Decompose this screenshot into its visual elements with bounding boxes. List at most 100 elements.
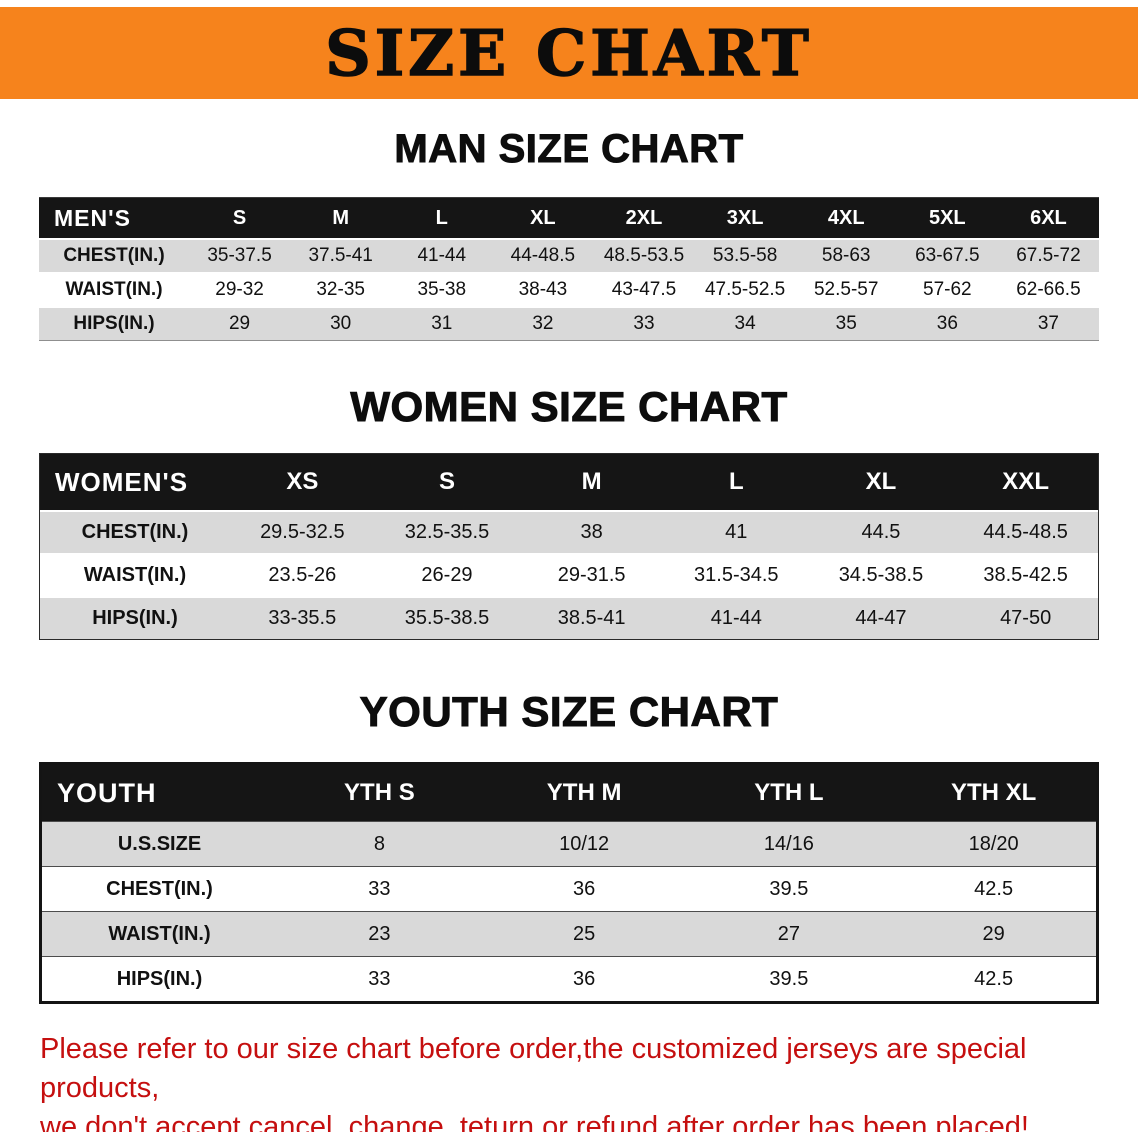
- size-value-cell: 18/20: [891, 821, 1096, 866]
- size-column-header: L: [391, 198, 493, 238]
- row-label-cell: WAIST(IN.): [42, 911, 277, 956]
- women-hips-row: HIPS(IN.) 33-35.5 35.5-38.5 38.5-41 41-4…: [40, 596, 1098, 639]
- youth-size-table: YOUTH YTH S YTH M YTH L YTH XL U.S.SIZE …: [39, 762, 1099, 1004]
- women-corner-label: WOMEN'S: [40, 454, 230, 510]
- size-value-cell: 29: [891, 911, 1096, 956]
- row-label-cell: WAIST(IN.): [39, 272, 189, 306]
- size-value-cell: 27: [686, 911, 892, 956]
- men-header-row: MEN'S S M L XL 2XL 3XL 4XL 5XL 6XL: [39, 198, 1099, 238]
- youth-corner-label: YOUTH: [42, 765, 277, 821]
- size-value-cell: 38.5-41: [519, 596, 664, 639]
- size-column-header: 4XL: [795, 198, 897, 238]
- row-label-cell: CHEST(IN.): [40, 510, 230, 553]
- youth-header-row: YOUTH YTH S YTH M YTH L YTH XL: [42, 765, 1096, 821]
- size-value-cell: 31.5-34.5: [663, 553, 809, 596]
- size-column-header: XL: [808, 454, 954, 510]
- size-column-header: YTH XL: [891, 765, 1096, 821]
- size-value-cell: 47-50: [953, 596, 1098, 639]
- size-value-cell: 38.5-42.5: [953, 553, 1098, 596]
- size-value-cell: 32: [492, 306, 594, 340]
- men-hips-row: HIPS(IN.) 29 30 31 32 33 34 35 36 37: [39, 306, 1099, 340]
- men-waist-row: WAIST(IN.) 29-32 32-35 35-38 38-43 43-47…: [39, 272, 1099, 306]
- youth-waist-row: WAIST(IN.) 23 25 27 29: [42, 911, 1096, 956]
- size-value-cell: 43-47.5: [593, 272, 695, 306]
- size-value-cell: 37.5-41: [290, 238, 392, 272]
- size-value-cell: 14/16: [686, 821, 892, 866]
- row-label-cell: HIPS(IN.): [39, 306, 189, 340]
- size-column-header: 5XL: [896, 198, 998, 238]
- youth-ussize-row: U.S.SIZE 8 10/12 14/16 18/20: [42, 821, 1096, 866]
- size-value-cell: 41-44: [391, 238, 493, 272]
- size-value-cell: 31: [391, 306, 493, 340]
- size-value-cell: 41-44: [663, 596, 809, 639]
- size-value-cell: 26-29: [374, 553, 520, 596]
- row-label-cell: HIPS(IN.): [40, 596, 230, 639]
- size-value-cell: 8: [277, 821, 482, 866]
- women-waist-row: WAIST(IN.) 23.5-26 26-29 29-31.5 31.5-34…: [40, 553, 1098, 596]
- size-value-cell: 33: [593, 306, 695, 340]
- size-column-header: 3XL: [694, 198, 796, 238]
- size-value-cell: 48.5-53.5: [593, 238, 695, 272]
- women-header-row: WOMEN'S XS S M L XL XXL: [40, 454, 1098, 510]
- size-value-cell: 23.5-26: [230, 553, 375, 596]
- size-value-cell: 34.5-38.5: [808, 553, 954, 596]
- size-column-header: XS: [230, 454, 375, 510]
- size-value-cell: 29-31.5: [519, 553, 664, 596]
- size-value-cell: 35-38: [391, 272, 493, 306]
- women-size-table: WOMEN'S XS S M L XL XXL CHEST(IN.) 29.5-…: [39, 453, 1099, 640]
- size-value-cell: 62-66.5: [997, 272, 1099, 306]
- disclaimer-line-2: we don't accept cancel, change, teturn o…: [40, 1111, 1029, 1132]
- size-value-cell: 44.5-48.5: [953, 510, 1098, 553]
- size-value-cell: 57-62: [896, 272, 998, 306]
- youth-hips-row: HIPS(IN.) 33 36 39.5 42.5: [42, 956, 1096, 1001]
- size-value-cell: 29-32: [189, 272, 291, 306]
- row-label-cell: U.S.SIZE: [42, 821, 277, 866]
- size-value-cell: 32.5-35.5: [374, 510, 520, 553]
- size-value-cell: 67.5-72: [997, 238, 1099, 272]
- size-value-cell: 32-35: [290, 272, 392, 306]
- youth-section-heading: YOUTH SIZE CHART: [359, 688, 779, 736]
- size-value-cell: 37: [997, 306, 1099, 340]
- men-corner-label: MEN'S: [39, 198, 189, 238]
- size-value-cell: 38: [519, 510, 664, 553]
- disclaimer-line-1: Please refer to our size chart before or…: [40, 1033, 1027, 1104]
- size-column-header: YTH M: [481, 765, 687, 821]
- women-section-heading: WOMEN SIZE CHART: [350, 383, 788, 431]
- size-value-cell: 29: [189, 306, 291, 340]
- size-value-cell: 53.5-58: [694, 238, 796, 272]
- size-value-cell: 42.5: [891, 866, 1096, 911]
- men-size-table: MEN'S S M L XL 2XL 3XL 4XL 5XL 6XL CHEST…: [39, 197, 1099, 341]
- size-value-cell: 58-63: [795, 238, 897, 272]
- size-value-cell: 36: [896, 306, 998, 340]
- size-value-cell: 39.5: [686, 956, 892, 1001]
- size-value-cell: 35-37.5: [189, 238, 291, 272]
- size-column-header: XL: [492, 198, 594, 238]
- size-value-cell: 38-43: [492, 272, 594, 306]
- size-value-cell: 34: [694, 306, 796, 340]
- size-value-cell: 41: [663, 510, 809, 553]
- youth-chest-row: CHEST(IN.) 33 36 39.5 42.5: [42, 866, 1096, 911]
- row-label-cell: WAIST(IN.): [40, 553, 230, 596]
- size-column-header: S: [374, 454, 520, 510]
- size-value-cell: 36: [481, 866, 687, 911]
- size-value-cell: 63-67.5: [896, 238, 998, 272]
- size-value-cell: 30: [290, 306, 392, 340]
- size-value-cell: 29.5-32.5: [230, 510, 375, 553]
- man-section-heading: MAN SIZE CHART: [394, 127, 744, 172]
- men-chest-row: CHEST(IN.) 35-37.5 37.5-41 41-44 44-48.5…: [39, 238, 1099, 272]
- row-label-cell: HIPS(IN.): [42, 956, 277, 1001]
- size-value-cell: 44-47: [808, 596, 954, 639]
- size-value-cell: 35: [795, 306, 897, 340]
- size-value-cell: 44.5: [808, 510, 954, 553]
- row-label-cell: CHEST(IN.): [39, 238, 189, 272]
- size-column-header: XXL: [953, 454, 1098, 510]
- size-column-header: M: [290, 198, 392, 238]
- banner-title: SIZE CHART: [324, 15, 813, 91]
- size-value-cell: 47.5-52.5: [694, 272, 796, 306]
- size-column-header: M: [519, 454, 664, 510]
- size-value-cell: 36: [481, 956, 687, 1001]
- size-value-cell: 33: [277, 866, 482, 911]
- size-value-cell: 42.5: [891, 956, 1096, 1001]
- size-column-header: YTH L: [686, 765, 892, 821]
